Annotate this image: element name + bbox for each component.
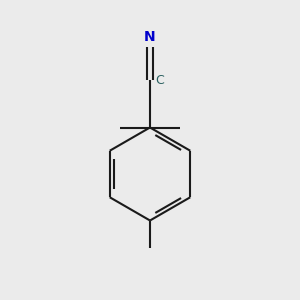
Text: N: N — [144, 30, 156, 44]
Text: C: C — [155, 74, 164, 88]
